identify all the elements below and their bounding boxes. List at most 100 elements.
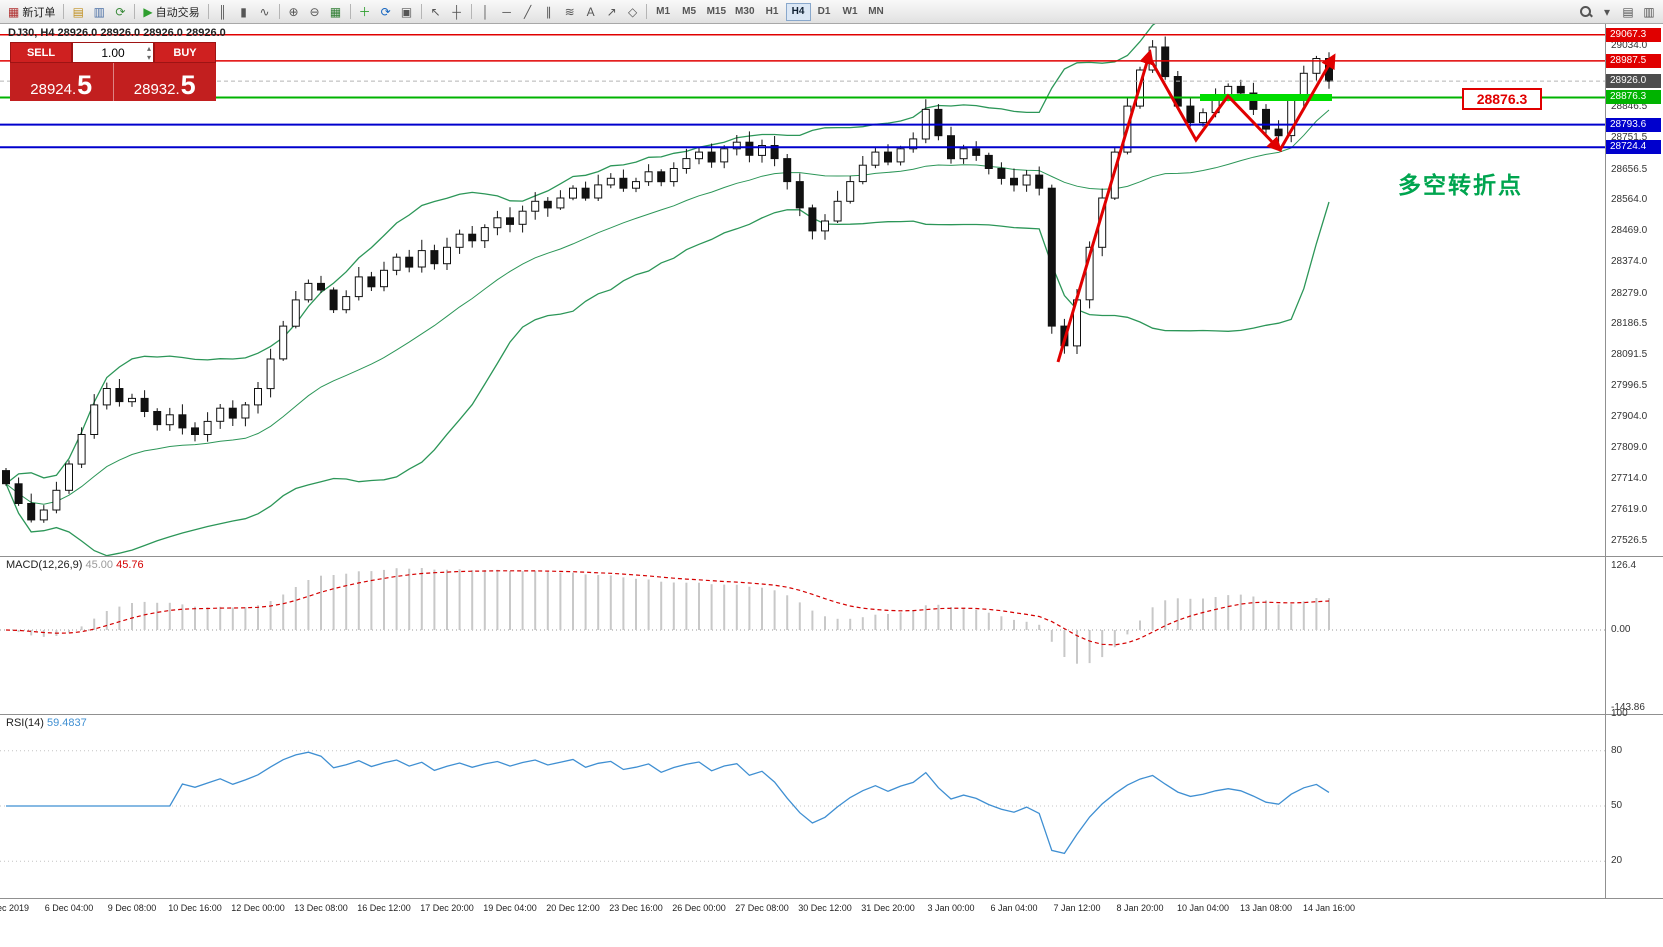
arrows-tool-icon[interactable]: ↗ <box>602 2 622 22</box>
shapes-icon[interactable]: ◇ <box>623 2 643 22</box>
price-axis-label: 27619.0 <box>1611 504 1648 515</box>
search-icon <box>1580 5 1592 18</box>
horizontal-levels[interactable] <box>0 33 1605 149</box>
buy-price[interactable]: 28932. 5 <box>114 63 217 101</box>
channel-icon: ∥ <box>545 4 552 19</box>
timeframe-d1[interactable]: D1 <box>812 3 837 21</box>
toolbar-separator <box>645 4 647 19</box>
date-label: 13 Jan 08:00 <box>1239 903 1293 913</box>
timeframe-h1[interactable]: H1 <box>760 3 785 21</box>
rsi-line <box>6 751 1330 855</box>
bar-chart-icon[interactable]: ║ <box>213 2 233 22</box>
profiles-icon[interactable]: ▥ <box>89 2 109 22</box>
volume-spinner: ▴ ▾ <box>147 44 151 62</box>
axis-separator <box>0 898 1663 899</box>
date-label: 6 Jan 04:00 <box>990 903 1038 913</box>
alerts-icon: ⟳ <box>115 4 126 19</box>
timeframe-h4[interactable]: H4 <box>785 2 811 21</box>
volume-down-icon[interactable]: ▾ <box>146 53 151 62</box>
candlestick-chart-icon[interactable]: ▮ <box>234 2 254 22</box>
bollinger-lower <box>5 201 1330 556</box>
market-watch-toggle-icon[interactable]: ▤ <box>1618 2 1638 22</box>
panel-separator[interactable] <box>0 556 1663 557</box>
auto-scroll-icon[interactable]: ⟳ <box>376 2 396 22</box>
price-axis-label: 28279.0 <box>1611 288 1648 299</box>
timeframe-mn[interactable]: MN <box>864 3 889 21</box>
buy-button[interactable]: BUY <box>154 42 216 63</box>
date-label: 20 Dec 12:00 <box>546 903 600 913</box>
macd-value-2: 45.76 <box>116 559 144 571</box>
date-label: 26 Dec 00:00 <box>672 903 726 913</box>
sell-price[interactable]: 28924. 5 <box>10 63 114 101</box>
timeframe-m5[interactable]: M5 <box>677 3 702 21</box>
drawing-breakout-arrow[interactable] <box>1278 53 1336 151</box>
new-order-button-label: 新订单 <box>22 6 56 19</box>
crosshair-icon[interactable]: ┼ <box>447 2 467 22</box>
horizontal-line-icon[interactable]: ─ <box>497 2 517 22</box>
price-axis-label: 29034.0 <box>1611 40 1648 51</box>
price-tag: 28987.5 <box>1606 54 1661 68</box>
chart-shift-icon[interactable]: ▣ <box>397 2 417 22</box>
line-chart-icon[interactable]: ∿ <box>255 2 275 22</box>
cursor-icon: ↖ <box>430 4 441 19</box>
support-zone-bar[interactable] <box>1200 94 1332 101</box>
volume-up-icon[interactable]: ▴ <box>146 44 151 53</box>
macd-value-1: 45.00 <box>85 559 114 571</box>
alerts-icon[interactable]: ⟳ <box>110 2 130 22</box>
price-axis-label: 27714.0 <box>1611 473 1648 484</box>
buy-price-main: 28932. <box>133 81 180 98</box>
cursor-icon[interactable]: ↖ <box>426 2 446 22</box>
horizontal-line-icon: ─ <box>502 4 511 19</box>
timeframe-m15[interactable]: M15 <box>703 3 730 21</box>
search-icon[interactable] <box>1576 2 1596 22</box>
main-chart[interactable] <box>0 24 1605 556</box>
drawing-pullback-zigzag[interactable] <box>1150 61 1283 153</box>
price-tag: 28926.0 <box>1606 74 1661 88</box>
zoom-out-icon[interactable]: ⊖ <box>305 2 325 22</box>
price-axis-label: 27996.5 <box>1611 380 1648 391</box>
chart-shift-icon: ▣ <box>400 4 413 19</box>
zoom-in-icon[interactable]: ⊕ <box>284 2 304 22</box>
rsi-axis-label: 20 <box>1611 855 1623 866</box>
panel-separator[interactable] <box>0 714 1663 715</box>
new-order-button[interactable]: ▦ 新订单 <box>4 2 59 22</box>
timeframe-m1[interactable]: M1 <box>651 3 676 21</box>
vertical-line-icon[interactable]: │ <box>476 2 496 22</box>
macd-axis-label: 0.00 <box>1611 624 1631 635</box>
autotrading-button-label: 自动交易 <box>155 6 200 19</box>
volume-value[interactable]: 1.00 <box>101 45 125 60</box>
timeframe-m30[interactable]: M30 <box>731 3 758 21</box>
terminal-toggle-icon[interactable]: ▥ <box>1639 2 1659 22</box>
chart-note-text: 多空转折点 <box>1398 172 1523 198</box>
price-tag: 28793.6 <box>1606 118 1661 132</box>
drawing-trend-arrow-up[interactable] <box>1056 49 1154 363</box>
sell-price-main: 28924. <box>30 81 77 98</box>
macd-panel[interactable] <box>0 556 1605 714</box>
time-axis[interactable]: 2 Dec 2019 6 Dec 04:00 9 Dec 08:00 10 Dec 1… <box>0 899 1663 947</box>
date-label: 17 Dec 20:00 <box>420 903 474 913</box>
trendline-icon[interactable]: ╱ <box>518 2 538 22</box>
sell-button[interactable]: SELL <box>10 42 72 63</box>
trendline-icon: ╱ <box>523 4 532 19</box>
tile-windows-icon[interactable]: ▦ <box>326 2 346 22</box>
timeframe-group: M1 M5 M15 M30 H1 H4 D1 W1 MN <box>643 2 889 21</box>
chevron-down-icon[interactable]: ▾ <box>1597 2 1617 22</box>
timeframe-w1[interactable]: W1 <box>838 3 863 21</box>
price-label-annotation[interactable]: 28876.3 <box>1462 88 1542 110</box>
date-label: 23 Dec 16:00 <box>609 903 663 913</box>
trade-panel-prices: 28924. 5 28932. 5 <box>10 63 216 101</box>
price-axis[interactable]: 29034.0 28846.5 28751.5 28656.5 28564.0 28469… <box>1605 0 1663 947</box>
volume-stepper[interactable]: 1.00 ▴ ▾ <box>72 42 154 63</box>
price-axis-label: 28656.5 <box>1611 164 1648 175</box>
toolbar-right-group: ▾ ▤ ▥ <box>1576 2 1659 22</box>
channel-icon[interactable]: ∥ <box>539 2 559 22</box>
fibonacci-icon[interactable]: ≋ <box>560 2 580 22</box>
indicators-icon: ＋ <box>358 5 371 19</box>
indicators-icon[interactable]: ＋ <box>355 2 375 22</box>
charts-grid-icon[interactable]: ▤ <box>68 2 88 22</box>
text-icon[interactable]: A <box>581 2 601 22</box>
rsi-panel[interactable] <box>0 714 1605 898</box>
autotrading-button[interactable]: ▶ 自动交易 <box>139 2 203 22</box>
rsi-axis-label: 50 <box>1611 800 1623 811</box>
